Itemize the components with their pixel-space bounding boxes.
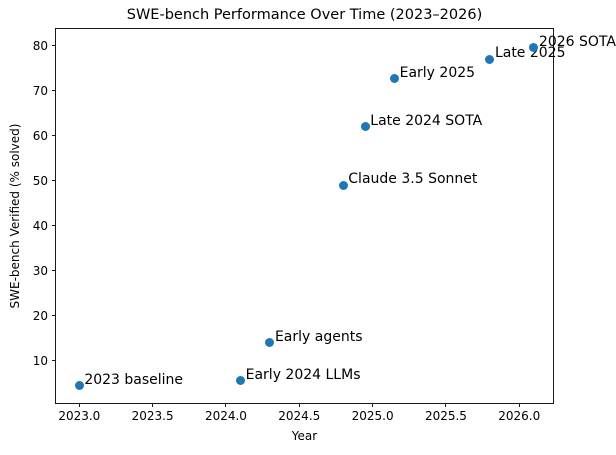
data-point [338,180,348,190]
x-tick-mark [445,403,447,407]
x-tick-label: 2023.5 [131,409,174,423]
y-tick-label: 30 [32,263,48,278]
y-tick-mark [52,360,56,362]
data-point [236,376,246,386]
y-tick-label: 20 [32,308,48,323]
y-tick-mark [52,135,56,137]
x-tick-label: 2024.5 [278,409,321,423]
x-tick-label: 2023.0 [58,409,101,423]
point-label: Late 2025 [494,45,566,62]
plot-area [55,28,554,404]
x-tick-mark [518,403,520,407]
data-point [390,74,400,83]
y-tick-mark [52,270,56,272]
data-point [74,381,84,391]
point-label: Late 2024 SOTA [370,112,483,129]
x-tick-label: 2024.0 [204,409,247,423]
y-tick-mark [52,90,56,92]
y-tick-label: 70 [32,83,48,98]
x-tick-mark [225,403,227,407]
y-tick-mark [52,45,56,47]
chart-title: SWE-bench Performance Over Time (2023–20… [126,7,483,23]
y-tick-mark [52,315,56,317]
x-tick-label: 2026.0 [498,409,541,423]
y-tick-mark [52,180,56,182]
y-tick-label: 40 [32,218,48,233]
y-tick-mark [52,225,56,227]
x-tick-label: 2025.0 [351,409,394,423]
point-label: Claude 3.5 Sonnet [348,171,478,188]
x-tick-label: 2025.5 [424,409,467,423]
point-label: Early 2025 [399,64,476,81]
y-axis-label: SWE-bench Verified (% solved) [8,123,22,309]
data-point [360,122,370,132]
y-tick-label: 10 [32,353,48,368]
data-point [265,338,275,348]
point-label: Early 2024 LLMs [245,366,361,383]
point-label: 2023 baseline [84,371,184,388]
data-point [485,54,495,64]
x-axis-label: Year [291,429,318,443]
point-label: 2026 SOTA [538,33,616,50]
data-point [529,43,539,53]
y-tick-label: 60 [32,128,48,143]
x-tick-mark [78,403,80,407]
point-label: Early agents [274,328,363,345]
x-tick-mark [152,403,154,407]
x-tick-mark [298,403,300,407]
y-tick-label: 80 [32,38,48,53]
y-tick-label: 50 [32,173,48,188]
x-tick-mark [372,403,374,407]
